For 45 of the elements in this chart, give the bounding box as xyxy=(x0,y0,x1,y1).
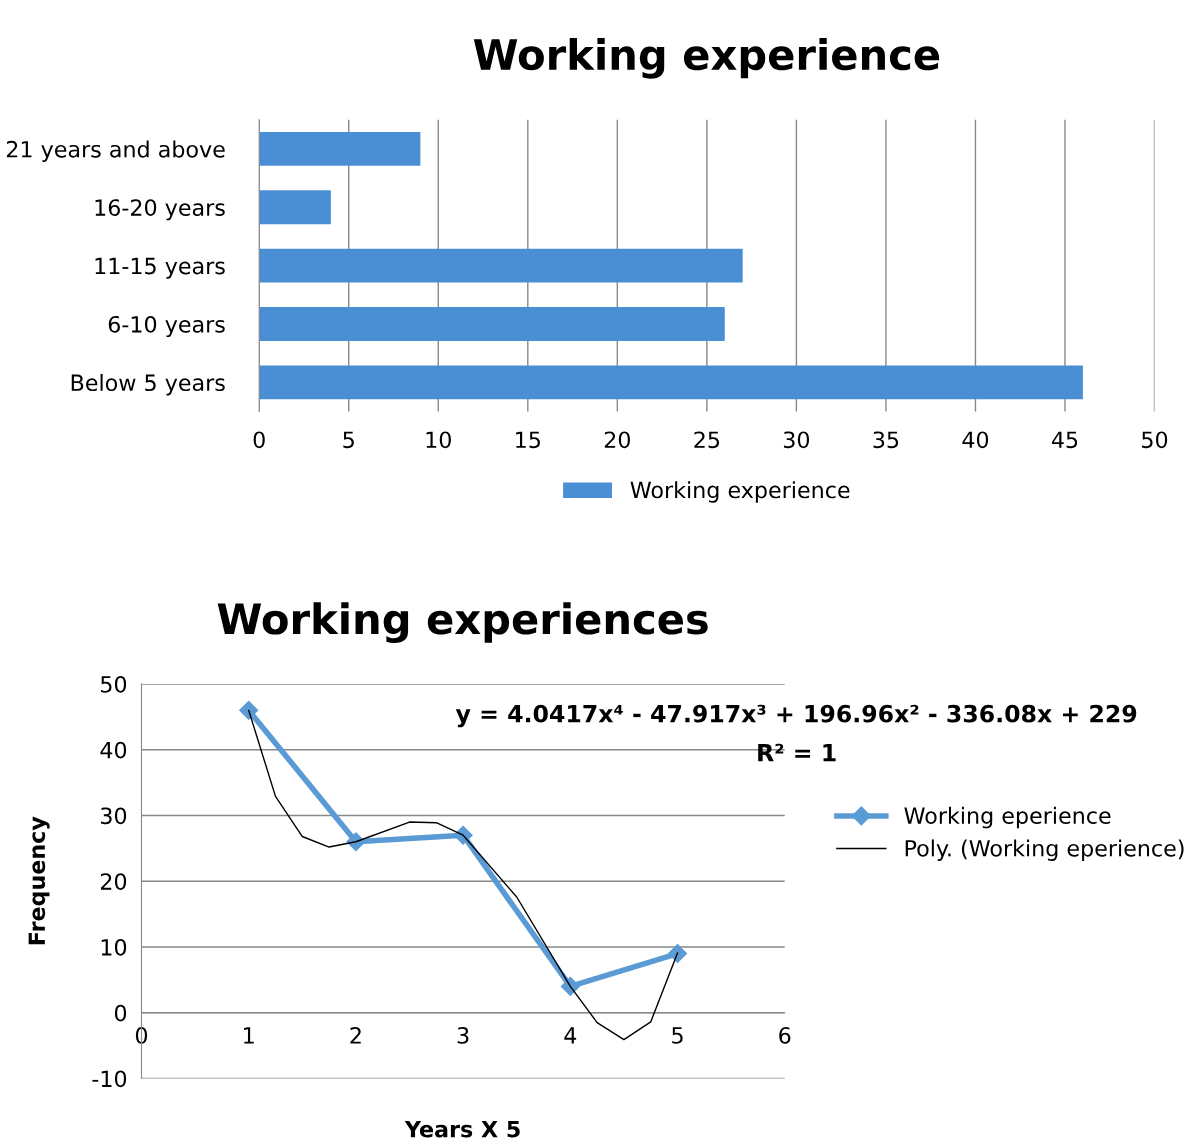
bar xyxy=(259,131,421,166)
y-tick-label: 6-10 years xyxy=(108,315,225,338)
y-tick-label: 16-20 years xyxy=(95,199,225,221)
x-tick-label: 5 xyxy=(343,431,354,449)
x-tick-label: 5 xyxy=(672,1027,683,1044)
x-axis-title: Years X 5 xyxy=(404,1121,520,1138)
x-tick-label: 3 xyxy=(457,1026,469,1044)
x-tick-label: 20 xyxy=(604,431,630,449)
annotation: y = 4.0417x⁴ - 47.917x³ + 196.96x² - 336.08x + 229 xyxy=(455,704,1137,728)
x-tick-label: 1 xyxy=(244,1027,254,1044)
y-tick-label: 0 xyxy=(114,1004,127,1022)
y-tick-label: 11-15 years xyxy=(95,257,225,279)
x-tick-label: 6 xyxy=(779,1026,791,1044)
chart-title: Working experiences xyxy=(217,602,708,643)
y-axis-title: Frequency xyxy=(28,816,50,945)
x-tick-label: 10 xyxy=(426,431,451,449)
bar xyxy=(259,307,725,341)
bar xyxy=(259,248,743,283)
y-tick-label: 21 years and above xyxy=(6,140,225,162)
x-tick-label: 35 xyxy=(873,431,899,449)
y-tick-label: 20 xyxy=(100,873,127,890)
x-tick-label: 4 xyxy=(564,1027,577,1044)
x-tick-label: 25 xyxy=(694,431,720,449)
x-tick-label: 2 xyxy=(350,1026,361,1044)
x-tick-label: 50 xyxy=(1142,431,1168,449)
x-tick-label: 0 xyxy=(253,431,265,449)
y-tick-label: 30 xyxy=(101,807,127,825)
x-tick-label: 15 xyxy=(516,431,540,449)
annotation: R² = 1 xyxy=(758,743,836,762)
legend-label: Working eperience xyxy=(904,806,1111,829)
y-tick-label: Below 5 years xyxy=(71,373,225,396)
legend-label: Poly. (Working eperience) xyxy=(905,839,1184,861)
x-tick-label: 40 xyxy=(962,431,989,449)
x-tick-label: 30 xyxy=(783,431,810,449)
x-tick-label: 0 xyxy=(135,1026,148,1044)
y-tick-label: 10 xyxy=(101,938,127,956)
bar xyxy=(259,365,1083,400)
bar xyxy=(259,190,331,225)
y-tick-label: -10 xyxy=(92,1070,127,1088)
x-tick-label: 45 xyxy=(1051,431,1078,449)
legend-label: Working experience xyxy=(630,481,850,503)
chart-title: Working experience xyxy=(473,38,940,79)
point xyxy=(239,700,259,720)
y-tick-label: 50 xyxy=(101,675,127,693)
y-tick-label: 40 xyxy=(100,741,127,759)
